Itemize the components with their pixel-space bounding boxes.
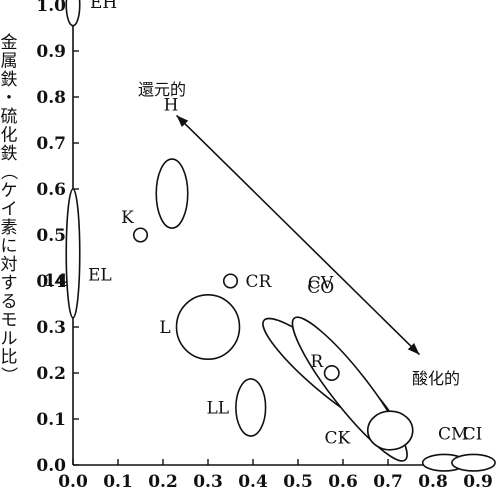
annotation-oxidized: 酸化的 bbox=[412, 369, 460, 388]
group-l-shape bbox=[175, 293, 241, 360]
y-axis-label-char: イ bbox=[1, 200, 18, 220]
x-tick-label: 0.6 bbox=[328, 472, 358, 492]
group-ci-label: CI bbox=[463, 425, 483, 445]
group-ll-shape bbox=[235, 378, 267, 437]
y-axis-label-char: ・ bbox=[1, 89, 18, 109]
meteorite-groups bbox=[65, 0, 496, 472]
y-axis-ticks: 0.0 0.1 0.2 0.3 0.4 0.5 0.6 0.7 0.8 0.9 1.0 bbox=[36, 0, 79, 476]
arrowhead-reduced bbox=[176, 115, 189, 128]
y-tick-label: 1.0 bbox=[36, 0, 66, 16]
y-axis-label-char: 化 bbox=[1, 126, 18, 146]
y-axis-label-char: 素 bbox=[1, 218, 18, 238]
group-k-shape bbox=[132, 227, 149, 243]
y-tick-label: 0.2 bbox=[36, 364, 66, 384]
arrowhead-oxidized bbox=[407, 342, 420, 355]
annotation-reduced: 還元的 bbox=[138, 80, 186, 99]
y-tick-label: 0.6 bbox=[36, 180, 66, 200]
y-tick-label: 0.5 bbox=[36, 226, 66, 246]
y-tick-label: 0.4 bbox=[36, 272, 66, 292]
y-axis-break-label: 14 bbox=[44, 271, 68, 291]
group-co-label: CO bbox=[307, 278, 334, 298]
x-tick-label: 0.3 bbox=[193, 472, 223, 492]
arrow-line bbox=[175, 114, 421, 356]
x-tick-label: 0.8 bbox=[418, 472, 448, 492]
y-tick-label: 0.3 bbox=[36, 318, 66, 338]
y-axis-label-char: 対 bbox=[1, 255, 18, 275]
group-ci-shape bbox=[451, 453, 496, 472]
group-h-shape bbox=[155, 158, 189, 229]
group-k-label: K bbox=[121, 208, 134, 228]
y-axis-label-char: 鉄 bbox=[1, 70, 18, 90]
y-axis-label-char: （ bbox=[0, 163, 18, 180]
y-axis-label-char: に bbox=[1, 237, 18, 257]
x-tick-label: 0.4 bbox=[238, 472, 268, 492]
group-el-label: EL bbox=[88, 265, 112, 285]
group-l-label: L bbox=[159, 318, 170, 338]
x-tick-label: 0.1 bbox=[103, 472, 133, 492]
group-cr-shape bbox=[222, 273, 239, 289]
y-tick-label: 0.9 bbox=[36, 42, 66, 62]
group-cm-label: CM bbox=[438, 425, 468, 445]
x-tick-label: 0.7 bbox=[373, 472, 403, 492]
redox-arrow bbox=[175, 114, 421, 356]
group-cv-label: CV bbox=[308, 273, 334, 293]
group-r-shape bbox=[323, 364, 340, 381]
y-tick-label: 0.8 bbox=[36, 88, 66, 108]
group-ck-shape bbox=[366, 410, 414, 451]
y-axis-label-char: る bbox=[1, 292, 18, 312]
y-axis-label-char: モ bbox=[1, 311, 18, 331]
x-tick-label: 0.5 bbox=[283, 472, 313, 492]
group-r-label: R bbox=[310, 352, 324, 372]
group-eh-shape bbox=[65, 0, 81, 27]
y-axis-label-char: 属 bbox=[1, 52, 18, 72]
y-axis-label-char: ル bbox=[1, 329, 18, 349]
y-tick-label: 0.7 bbox=[36, 134, 66, 154]
y-tick-label: 0.1 bbox=[36, 410, 66, 430]
x-axis-ticks: 0.0 0.1 0.2 0.3 0.4 0.5 0.6 0.7 0.8 0.9 bbox=[58, 459, 493, 492]
y-axis-label-char: 硫 bbox=[1, 107, 18, 127]
group-ll-label: LL bbox=[206, 399, 229, 419]
group-cr-label: CR bbox=[246, 272, 273, 292]
x-tick-label: 0.2 bbox=[148, 472, 178, 492]
x-tick-label: 0.0 bbox=[58, 472, 88, 492]
y-tick-label: 0.0 bbox=[36, 456, 66, 476]
y-axis-label-char: ケ bbox=[1, 181, 18, 201]
group-h-label: H bbox=[164, 96, 179, 116]
group-eh-label: EH bbox=[90, 0, 117, 13]
group-el-shape bbox=[65, 188, 81, 319]
y-axis-label-char: 比 bbox=[1, 348, 18, 368]
y-axis-label-char: 鉄 bbox=[1, 144, 18, 164]
x-tick-label: 0.9 bbox=[463, 472, 493, 492]
group-ck-label: CK bbox=[325, 429, 351, 449]
y-axis-label-char: ） bbox=[0, 367, 18, 384]
y-axis-label-char: す bbox=[1, 274, 18, 294]
y-axis-label-char: 金 bbox=[1, 33, 18, 53]
